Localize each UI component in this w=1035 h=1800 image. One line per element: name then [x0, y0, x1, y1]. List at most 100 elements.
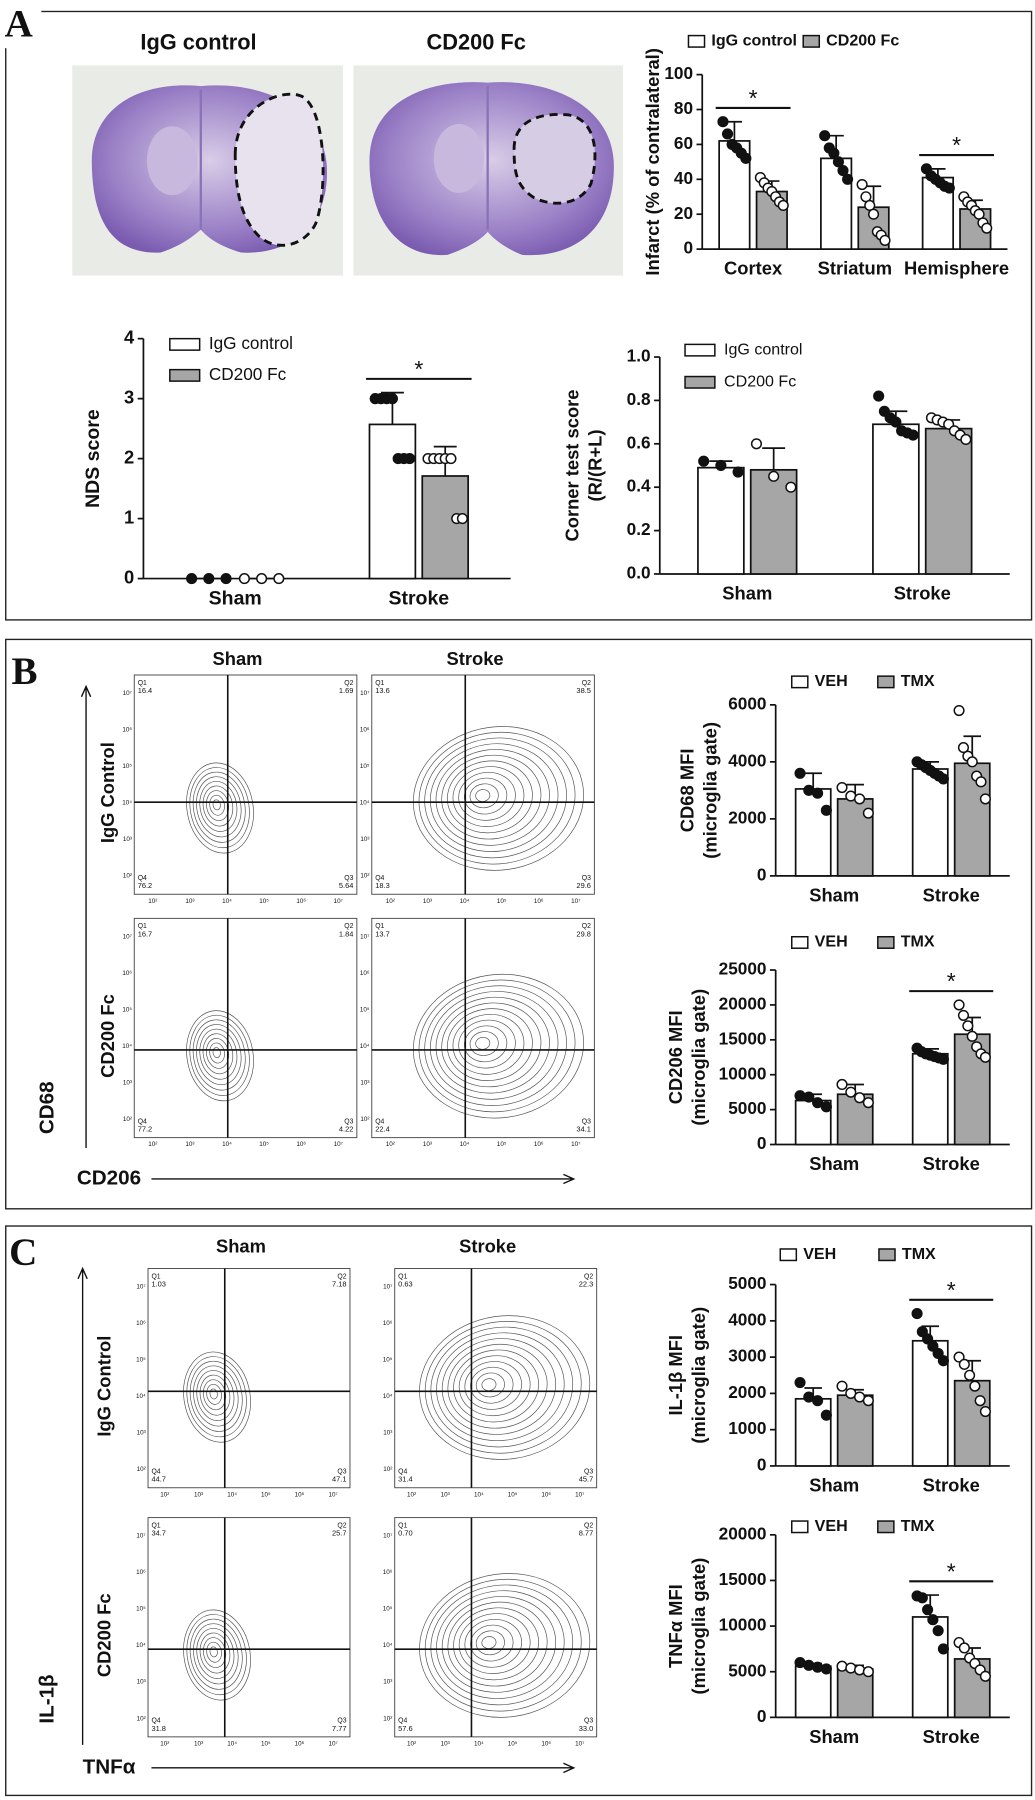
quadrant-value: 29.8	[576, 929, 591, 938]
flow-tick-label: 10⁵	[497, 898, 507, 905]
data-point	[717, 116, 729, 128]
flow-plot-frame	[371, 674, 595, 895]
quadrant-name: Q1	[398, 1273, 407, 1280]
y-tick-label: 0	[683, 238, 693, 258]
image-title: IgG control	[140, 29, 256, 54]
column-header: Stroke	[446, 648, 503, 669]
contour	[475, 1372, 505, 1398]
flow-tick-label: 10⁷	[334, 1141, 344, 1148]
quadrant-name: Q1	[151, 1522, 160, 1529]
contour	[206, 1641, 222, 1663]
y-axis-label: Infarct (% of contralateral)	[642, 48, 663, 276]
significance-star: *	[947, 968, 956, 994]
quadrant-value: 31.4	[398, 1475, 413, 1484]
quadrant-name: Q3	[584, 1468, 593, 1475]
legend-swatch	[684, 343, 716, 357]
legend-label: CD200 Fc	[826, 32, 899, 50]
data-point	[916, 1592, 928, 1604]
y-tick-label: 0	[757, 1454, 767, 1474]
legend-swatch	[790, 675, 809, 689]
quadrant-name: Q1	[375, 923, 384, 930]
y-tick-label: 2000	[728, 807, 766, 827]
flow-tick-label: 10⁵	[383, 1606, 393, 1613]
flow-tick-label: 10⁴	[222, 1141, 232, 1148]
y-tick-label: 15000	[719, 1028, 767, 1048]
data-point	[958, 1358, 970, 1370]
data-point	[794, 1090, 806, 1102]
legend-label: IgG control	[724, 340, 802, 358]
flow-tick-label: 10²	[383, 1715, 392, 1722]
x-tick-label: Sham	[809, 884, 859, 905]
data-point	[256, 573, 268, 585]
y-tick-label: 0	[124, 566, 134, 587]
data-point	[836, 1078, 848, 1091]
quadrant-name: Q4	[138, 875, 147, 882]
data-point	[932, 1625, 944, 1637]
legend-label: VEH	[815, 933, 848, 951]
contour	[209, 1646, 218, 1658]
axis-arrow	[151, 1173, 576, 1185]
data-point	[856, 178, 868, 191]
legend-label: CD200 Fc	[209, 364, 287, 384]
y-axis-label: (microglia gate)	[699, 722, 720, 859]
flow-tick-label: 10⁶	[360, 970, 370, 977]
contour	[441, 1596, 557, 1693]
bar-chart: 0 1 2 3 4 NDS score Sham Stroke * IgG control CD20…	[82, 326, 511, 609]
data-point	[953, 704, 965, 717]
contour	[475, 1630, 505, 1656]
contour	[199, 1632, 231, 1674]
quadrant-value: 0.63	[398, 1280, 413, 1289]
contour	[418, 731, 576, 865]
quadrant-value: 33.0	[579, 1724, 594, 1733]
y-tick-label: 20000	[719, 993, 767, 1013]
y-axis-label: IL-1β	[36, 1674, 59, 1723]
contour	[196, 1024, 242, 1086]
legend-label: TMX	[901, 672, 935, 690]
flow-tick-label: 10²	[386, 898, 395, 905]
y-tick-label: 4000	[728, 1309, 766, 1329]
x-tick-label: Stroke	[923, 1474, 980, 1495]
flow-tick-label: 10³	[423, 898, 432, 905]
quadrant-name: Q3	[582, 875, 591, 882]
flow-tick-label: 10⁷	[123, 933, 133, 940]
data-point	[979, 1051, 991, 1063]
quadrant-value: 16.7	[138, 929, 153, 938]
flow-tick-label: 10³	[423, 1141, 432, 1148]
axis-arrow	[151, 1762, 576, 1774]
data-point	[962, 1020, 974, 1032]
quadrant-name: Q3	[584, 1718, 593, 1725]
flow-tick-label: 10²	[160, 1740, 169, 1747]
contour	[209, 794, 225, 816]
flow-tick-label: 10⁷	[383, 1283, 393, 1290]
data-point	[907, 429, 919, 441]
x-axis-label: TNFα	[83, 1755, 136, 1778]
bar	[911, 768, 949, 877]
flow-tick-label: 10⁴	[227, 1491, 237, 1498]
contour	[458, 1019, 516, 1069]
flow-tick-label: 10²	[383, 1466, 392, 1473]
data-point	[937, 1643, 949, 1655]
data-point	[937, 1355, 949, 1367]
x-tick-label: Stroke	[923, 884, 980, 905]
data-point	[854, 1664, 866, 1676]
x-tick-label: Stroke	[388, 587, 449, 609]
flow-panel: Sham Stroke IgG Control CD200 Fc IL-1β TNFα 10…	[36, 1236, 598, 1778]
bar	[697, 466, 745, 575]
y-tick-label: 0	[757, 1133, 767, 1153]
flow-tick-label: 10⁴	[136, 1393, 146, 1400]
bar	[794, 788, 832, 877]
data-point	[953, 1351, 965, 1363]
quadrant-value: 22.3	[579, 1280, 594, 1289]
contour	[435, 749, 550, 846]
x-axis-label: CD206	[77, 1166, 141, 1189]
flow-tick-label: 10⁵	[383, 1357, 393, 1364]
data-point	[386, 393, 398, 405]
data-point	[911, 1308, 923, 1320]
data-point	[812, 1395, 824, 1407]
flow-tick-label: 10³	[194, 1491, 203, 1498]
flow-tick-label: 10⁶	[360, 726, 370, 733]
flow-tick-label: 10⁴	[122, 1043, 132, 1050]
column-header: Sham	[216, 1236, 266, 1257]
contour	[430, 1326, 574, 1448]
